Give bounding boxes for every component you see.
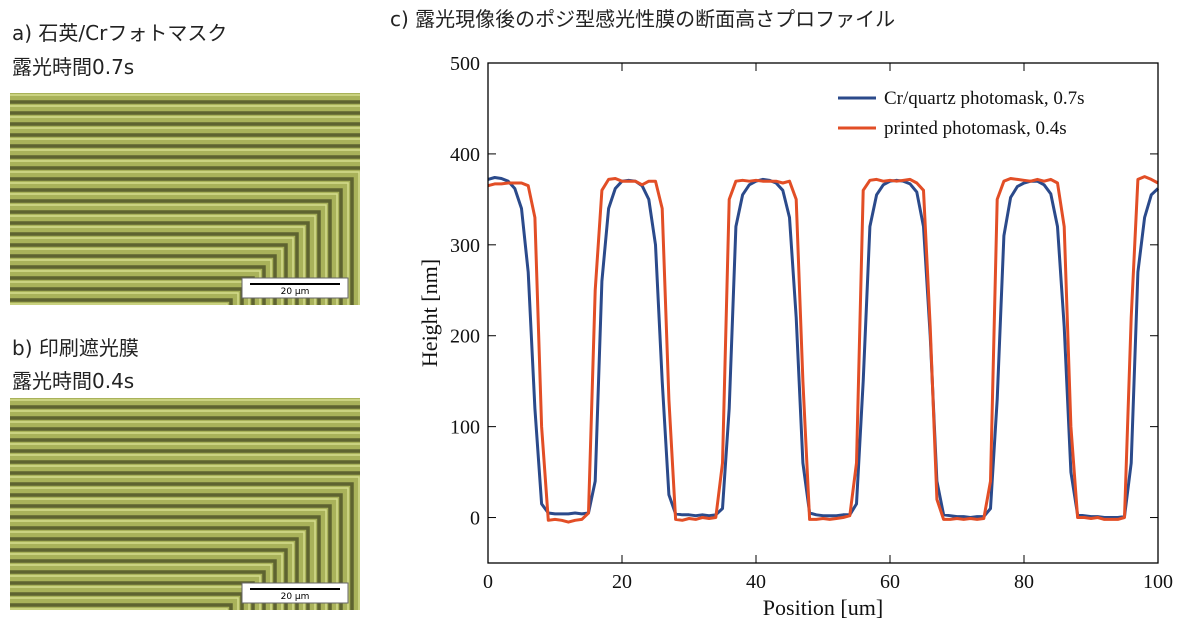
stripe-dark — [10, 603, 233, 610]
stripe-dark — [10, 144, 360, 148]
stripe-dark — [10, 100, 360, 104]
stripe-light — [10, 193, 338, 305]
stripe-dark — [10, 166, 360, 170]
stripe-dark — [10, 416, 360, 420]
stripe-light — [10, 608, 228, 610]
stripe-dark — [10, 427, 360, 431]
y-tick-label: 300 — [450, 235, 480, 257]
stripe-dark — [10, 471, 360, 475]
stripe-light — [10, 465, 360, 467]
stripe-dark — [10, 610, 220, 616]
stripe-light — [10, 171, 360, 305]
stripe-light — [10, 509, 327, 610]
stripe-dark — [10, 188, 343, 305]
stripe-dark — [10, 504, 332, 610]
chart-title: c) 露光現像後のポジ型感光性膜の断面高さプロファイル — [390, 7, 895, 31]
stripe-light — [10, 105, 360, 107]
stripe-light — [10, 432, 360, 434]
panel-caption: 露光時間0.4s — [12, 369, 134, 393]
stripe-light — [10, 305, 216, 315]
legend-label: Cr/quartz photomask, 0.7s — [884, 88, 1085, 109]
stripe-dark — [10, 460, 360, 464]
stripe-dark — [10, 449, 360, 453]
data-line — [487, 175, 1159, 524]
stripe-dark — [10, 515, 321, 610]
y-tick-label: 200 — [450, 326, 480, 348]
panel-caption: 露光時間0.7s — [12, 55, 134, 79]
stripe-light — [10, 127, 360, 129]
scale-bar-label: 20 µm — [281, 592, 310, 602]
stripe-light — [10, 520, 316, 610]
y-tick-label: 100 — [450, 417, 480, 439]
stripe-light — [10, 610, 216, 620]
stripe-light — [10, 215, 316, 305]
stripe-dark — [10, 133, 360, 137]
y-tick-label: 500 — [450, 53, 480, 75]
y-tick-label: 0 — [470, 508, 480, 530]
stripe-light — [10, 292, 239, 305]
stripe-light — [10, 498, 338, 610]
y-axis-label: Height [nm] — [417, 259, 442, 367]
y-tick-label: 400 — [450, 144, 480, 166]
stripe-dark — [10, 405, 360, 409]
data-line — [487, 176, 1160, 519]
stripe-dark — [10, 210, 321, 305]
stripe-light — [10, 182, 349, 305]
stripe-light — [10, 303, 228, 305]
micrograph: 20 µm — [10, 398, 360, 620]
x-tick-label: 80 — [1014, 571, 1034, 593]
stripe-light — [10, 399, 360, 401]
stripe-light — [10, 597, 239, 610]
x-tick-label: 60 — [880, 571, 900, 593]
scale-bar-label: 20 µm — [281, 287, 310, 297]
stripe-dark — [10, 177, 354, 305]
stripe-light — [10, 476, 360, 610]
x-tick-label: 100 — [1143, 571, 1173, 593]
stripe-light — [10, 149, 360, 151]
stripe-light — [10, 487, 349, 610]
stripe-dark — [10, 493, 343, 610]
stripe-dark — [10, 298, 233, 305]
stripe-dark — [10, 155, 360, 159]
panel-label: a) 石英/Crフォトマスク — [12, 21, 227, 45]
x-tick-label: 0 — [483, 571, 493, 593]
x-axis-label: Position [um] — [763, 595, 883, 620]
stripe-dark — [10, 305, 220, 311]
stripe-light — [10, 421, 360, 423]
plot: 0 100 200 300 400 500 0 20 40 60 80 100 Position [um… — [417, 53, 1173, 620]
x-tick-label: 40 — [746, 571, 766, 593]
stripe-light — [10, 454, 360, 456]
stripe-light — [10, 116, 360, 118]
stripe-dark — [10, 122, 360, 126]
stripe-light — [10, 94, 360, 96]
stripe-dark — [10, 482, 354, 610]
panel-label: b) 印刷遮光膜 — [12, 336, 139, 360]
stripe-light — [10, 204, 327, 305]
stripe-light — [10, 160, 360, 162]
plot-frame — [487, 62, 1159, 564]
x-tick-label: 20 — [612, 571, 632, 593]
stripe-light — [10, 138, 360, 140]
stripe-dark — [10, 199, 332, 305]
stripe-dark — [10, 111, 360, 115]
legend-label: printed photomask, 0.4s — [884, 118, 1067, 139]
stripe-light — [10, 443, 360, 445]
stripe-dark — [10, 438, 360, 442]
stripe-light — [10, 410, 360, 412]
micrograph: 20 µm — [10, 93, 360, 315]
